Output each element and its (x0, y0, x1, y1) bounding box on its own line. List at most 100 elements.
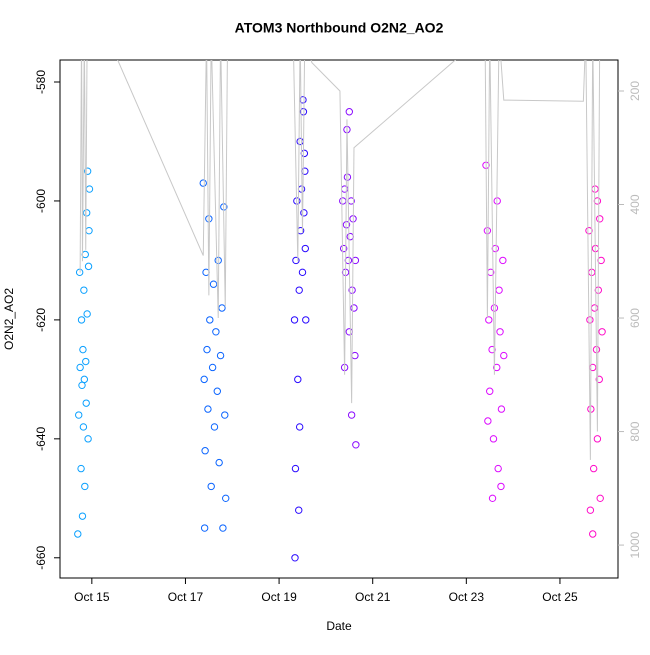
point (216, 351, 225, 360)
point (302, 316, 310, 324)
y-tick-label: -620 (34, 308, 48, 332)
point (296, 137, 304, 146)
point (493, 363, 501, 372)
point (339, 244, 348, 253)
y2-tick-label: 400 (628, 194, 642, 214)
point (215, 458, 223, 467)
point (298, 268, 307, 277)
point (292, 256, 300, 265)
point (74, 530, 82, 538)
point (203, 345, 211, 354)
point (78, 381, 86, 390)
point (79, 345, 87, 354)
point (350, 304, 358, 312)
point (83, 310, 91, 318)
point (300, 149, 309, 158)
point (295, 423, 304, 431)
point (291, 554, 299, 562)
point (596, 494, 604, 503)
point (208, 363, 217, 372)
point (207, 482, 215, 491)
y2-tick-label: 1000 (628, 531, 642, 558)
point (598, 328, 606, 336)
point (77, 464, 85, 473)
point (291, 464, 300, 473)
point (593, 435, 602, 443)
point (221, 411, 229, 419)
point (79, 423, 88, 431)
point (295, 286, 303, 294)
point (76, 363, 84, 372)
point (494, 464, 502, 473)
point (78, 512, 87, 520)
point (210, 423, 219, 431)
y-axis-label: O2N2_AO2 (2, 288, 16, 350)
point (206, 316, 214, 324)
point (204, 405, 212, 413)
y2-tick-label: 800 (628, 421, 642, 441)
point (351, 351, 359, 360)
point (348, 286, 356, 294)
x-axis-label: Date (326, 619, 352, 633)
point (347, 411, 356, 419)
point (83, 167, 92, 175)
plot-area (74, 60, 606, 562)
point (77, 316, 86, 324)
point (340, 185, 349, 193)
point (586, 506, 595, 514)
point (200, 375, 208, 384)
point (209, 280, 218, 288)
point (585, 226, 593, 235)
point (82, 357, 90, 366)
x-tick-label: Oct 17 (168, 590, 204, 604)
point (488, 345, 496, 354)
point (219, 524, 227, 532)
y-tick-label: -600 (34, 189, 48, 213)
point (496, 328, 504, 336)
x-tick-label: Oct 25 (542, 590, 578, 604)
point (300, 209, 308, 217)
point (344, 256, 353, 265)
point (213, 387, 221, 395)
point (205, 215, 213, 223)
point (590, 304, 599, 312)
point (218, 304, 226, 312)
point (84, 435, 92, 443)
y2-tick-label: 600 (628, 308, 642, 328)
point (294, 375, 302, 384)
point (345, 328, 353, 336)
point (301, 244, 309, 253)
chart-title: ATOM3 Northbound O2N2_AO2 (235, 20, 444, 36)
point (483, 226, 492, 235)
point (589, 530, 597, 538)
point (82, 399, 90, 407)
y-tick-label: -660 (34, 545, 48, 569)
point (85, 226, 93, 235)
point (82, 209, 91, 217)
y2-tick-label: 200 (628, 81, 642, 101)
point (497, 405, 506, 413)
point (490, 304, 499, 312)
x-tick-label: Oct 19 (261, 590, 297, 604)
point (85, 185, 94, 193)
point (595, 375, 603, 384)
point (80, 286, 88, 294)
line-series (79, 60, 601, 460)
point (499, 256, 507, 265)
point (589, 464, 598, 473)
x-tick-label: Oct 21 (355, 590, 391, 604)
point (200, 524, 209, 532)
x-tick-label: Oct 23 (449, 590, 485, 604)
point (491, 244, 500, 253)
point (351, 256, 360, 265)
point (201, 447, 209, 455)
point (352, 441, 360, 449)
point (497, 482, 505, 491)
point (346, 232, 354, 241)
x-tick-label: Oct 15 (74, 590, 110, 604)
point (500, 351, 508, 360)
plot-frame (59, 59, 619, 579)
y-tick-label: -580 (34, 70, 48, 94)
point (495, 286, 503, 294)
